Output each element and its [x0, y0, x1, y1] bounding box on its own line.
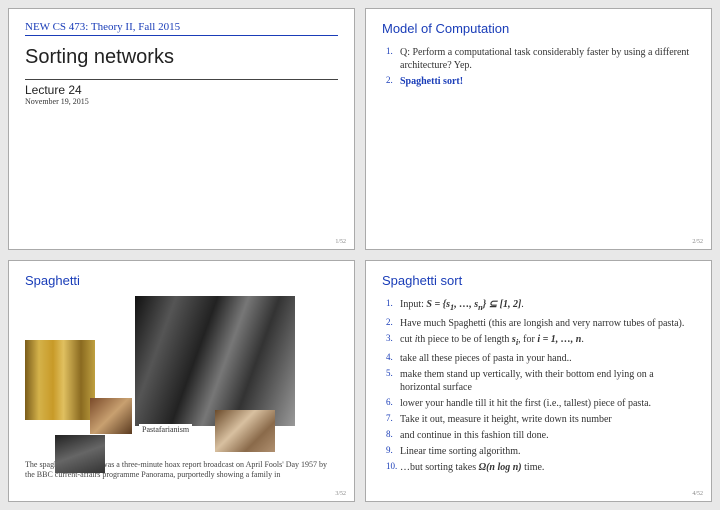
list-item: lower your handle till it hit the first …	[386, 397, 695, 410]
list-item: Have much Spaghetti (this are longish an…	[386, 317, 695, 330]
collage-image	[55, 435, 105, 473]
page-number: 4/52	[692, 491, 703, 497]
course-header: NEW CS 473: Theory II, Fall 2015	[25, 21, 338, 36]
collage-image	[215, 410, 275, 452]
list-item: make them stand up vertically, with thei…	[386, 368, 695, 394]
list-item: Q: Perform a computational task consider…	[386, 46, 695, 72]
page-number: 2/52	[692, 239, 703, 245]
image-caption: Pastafarianism	[139, 424, 192, 435]
list-item: Linear time sorting algorithm.	[386, 445, 695, 458]
slide-model-computation: Model of Computation Q: Perform a comput…	[365, 8, 712, 250]
collage-image	[135, 296, 295, 426]
section-title: Spaghetti	[25, 273, 338, 288]
list-item: …but sorting takes Ω(n log n) time.	[386, 461, 695, 474]
lecture-number: Lecture 24	[25, 79, 338, 97]
section-title: Spaghetti sort	[382, 273, 695, 288]
list-item: Input: S = {s1, …, sn} ⊆ [1, 2].	[386, 298, 695, 314]
lecture-date: November 19, 2015	[25, 97, 338, 106]
list-item: Spaghetti sort!	[386, 75, 695, 88]
page-number: 1/52	[335, 239, 346, 245]
emphasis-text: Spaghetti sort!	[400, 76, 463, 87]
collage-image	[25, 340, 95, 420]
slide-spaghetti-sort: Spaghetti sort Input: S = {s1, …, sn} ⊆ …	[365, 260, 712, 502]
bullet-list: Q: Perform a computational task consider…	[382, 46, 695, 88]
page-number: 3/52	[335, 491, 346, 497]
algorithm-list: Input: S = {s1, …, sn} ⊆ [1, 2]. Have muc…	[382, 298, 695, 474]
slide-title: NEW CS 473: Theory II, Fall 2015 Sorting…	[8, 8, 355, 250]
page-title: Sorting networks	[25, 46, 338, 69]
list-item: and continue in this fashion till done.	[386, 429, 695, 442]
image-collage: Pastafarianism	[25, 298, 338, 458]
list-item: take all these pieces of pasta in your h…	[386, 352, 695, 365]
collage-image	[90, 398, 132, 434]
list-item: cut ith piece to be of length si, for i …	[386, 333, 695, 349]
slide-spaghetti: Spaghetti Pastafarianism The spaghetti t…	[8, 260, 355, 502]
list-item: Take it out, measure it height, write do…	[386, 413, 695, 426]
section-title: Model of Computation	[382, 21, 695, 36]
